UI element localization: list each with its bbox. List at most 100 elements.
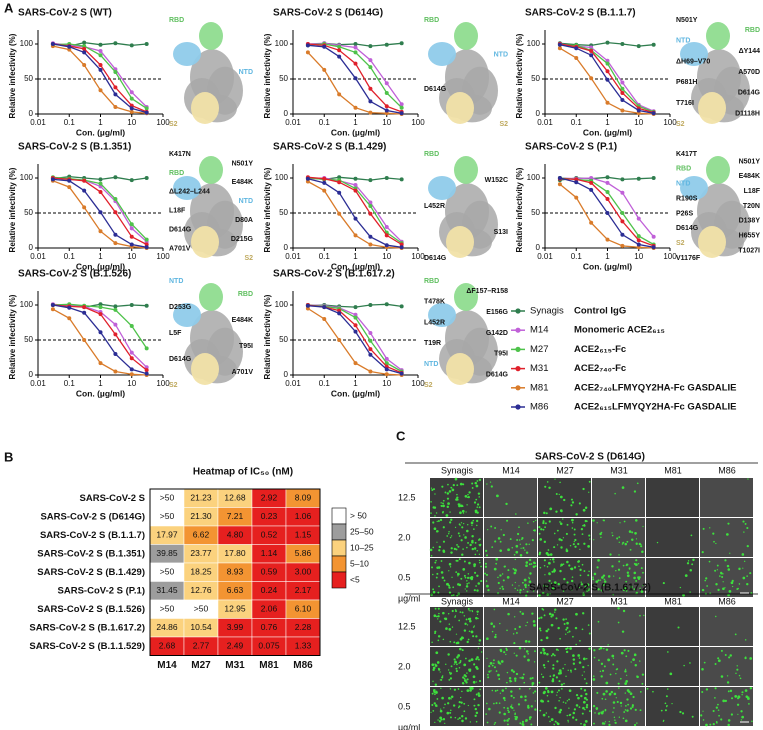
infected-cell — [431, 692, 434, 695]
infected-cell — [518, 625, 521, 628]
data-point — [574, 177, 579, 182]
infected-cell — [629, 707, 633, 710]
infected-cell — [442, 504, 445, 508]
infected-cell — [574, 545, 577, 548]
data-point — [636, 108, 641, 113]
infected-cell — [448, 530, 450, 533]
infected-cell — [592, 578, 595, 581]
infected-cell — [626, 709, 629, 712]
data-point — [353, 233, 358, 238]
cell-label: 8.09 — [295, 493, 312, 503]
infected-cell — [454, 716, 457, 719]
data-point — [129, 90, 134, 95]
data-point — [113, 369, 118, 374]
infected-cell — [538, 627, 542, 630]
structure-rbd — [454, 22, 478, 50]
infected-cell — [480, 565, 482, 568]
infected-cell — [589, 538, 591, 540]
infected-cell — [438, 549, 441, 552]
infected-cell — [565, 650, 569, 654]
infected-cell — [613, 716, 616, 719]
data-point — [384, 104, 389, 109]
infected-cell — [555, 648, 559, 651]
infected-cell — [437, 615, 440, 618]
infected-cell — [433, 690, 436, 694]
cell-label: 12.68 — [224, 493, 246, 503]
scale-label: <5 — [350, 574, 360, 584]
infected-cell — [475, 720, 478, 723]
data-point — [368, 44, 373, 49]
infected-cell — [704, 579, 707, 582]
cell-label: 7.21 — [227, 511, 244, 521]
infected-cell — [543, 614, 546, 617]
infected-cell — [712, 709, 715, 713]
structure-label: NTD — [239, 198, 253, 205]
infected-cell — [746, 582, 749, 586]
infected-cell — [494, 721, 497, 724]
legend-label: ACE2₆₁₅LFMYQY2HA-Fc GASDALIE — [574, 402, 737, 413]
infected-cell — [447, 669, 450, 671]
infected-cell — [441, 485, 444, 488]
data-point — [129, 234, 134, 239]
infected-cell — [502, 587, 505, 591]
infected-cell — [726, 675, 729, 677]
infected-cell — [551, 653, 555, 656]
infected-cell — [720, 675, 724, 678]
infected-cell — [472, 675, 476, 679]
data-point — [98, 210, 103, 215]
micrograph — [484, 607, 537, 646]
infected-cell — [559, 481, 561, 484]
infected-cell — [577, 542, 580, 546]
structure-label: T20N — [743, 203, 760, 210]
infected-cell — [722, 699, 726, 703]
y-tick-label: 100 — [20, 39, 34, 48]
infected-cell — [527, 704, 530, 707]
infected-cell — [489, 481, 492, 483]
infected-cell — [546, 481, 549, 483]
infected-cell — [715, 706, 718, 709]
y-tick-label: 50 — [531, 74, 540, 83]
infected-cell — [549, 553, 553, 556]
structure-label: D614G — [169, 356, 192, 363]
infected-cell — [462, 676, 465, 679]
data-point — [605, 69, 610, 74]
data-point — [144, 371, 149, 376]
infected-cell — [641, 682, 644, 685]
data-point — [605, 40, 610, 45]
infected-cell — [582, 508, 586, 512]
legend-label: Control IgG — [574, 306, 626, 317]
infected-cell — [533, 562, 537, 565]
infected-cell — [574, 626, 578, 630]
infected-cell — [588, 589, 590, 591]
infected-cell — [575, 718, 578, 721]
x-tick-label: 0.1 — [571, 252, 583, 261]
infected-cell — [499, 540, 502, 543]
infected-cell — [548, 579, 551, 582]
infected-cell — [454, 615, 457, 617]
infected-cell — [476, 613, 479, 616]
infected-cell — [640, 543, 642, 546]
structure-label: R190S — [676, 195, 698, 202]
x-tick-label: 10 — [127, 252, 136, 261]
infected-cell — [457, 572, 460, 576]
infected-cell — [745, 695, 749, 698]
infected-cell — [565, 633, 567, 635]
structure-label: L452R — [424, 319, 445, 326]
data-point — [605, 58, 610, 63]
infected-cell — [573, 566, 577, 569]
infected-cell — [634, 563, 638, 567]
infected-cell — [438, 545, 442, 549]
infected-cell — [547, 628, 550, 631]
infected-cell — [564, 664, 566, 666]
infected-cell — [488, 665, 491, 668]
infected-cell — [724, 559, 727, 562]
data-point — [67, 178, 72, 183]
infected-cell — [433, 702, 436, 705]
infected-cell — [612, 663, 615, 666]
infected-cell — [579, 574, 581, 576]
infected-cell — [459, 511, 462, 515]
data-point — [144, 176, 149, 180]
panel-title: SARS-CoV-2 S (B.1.617.2) — [529, 583, 651, 594]
infected-cell — [498, 662, 501, 665]
infected-cell — [522, 673, 525, 676]
